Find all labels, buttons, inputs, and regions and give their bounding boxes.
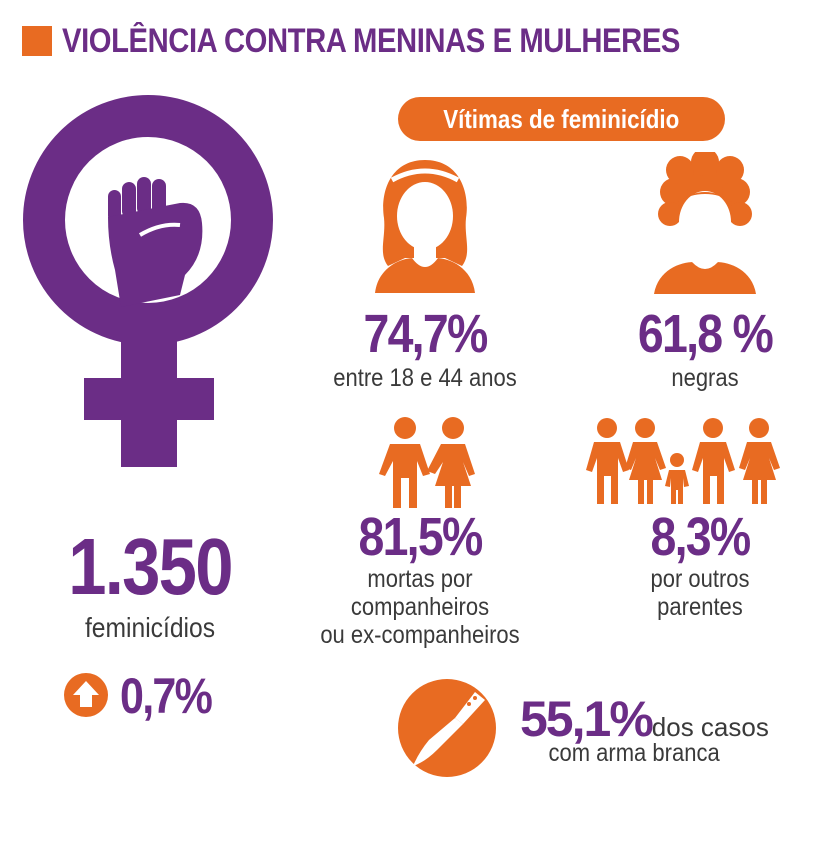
partners-percentage: 81,5% (358, 507, 483, 567)
age-percentage: 74,7% (363, 304, 488, 364)
partners-line-1: mortas por (367, 565, 473, 593)
weapon-label: com arma branca (548, 739, 720, 767)
weapon-inline-label: dos casos (651, 712, 769, 742)
partners-line-3: ou ex-companheiros (320, 621, 520, 649)
weapon-stat: 55,1%dos casos (520, 690, 769, 748)
victims-badge: Vítimas de feminicídio (398, 97, 725, 141)
title-marker (22, 26, 52, 56)
race-percentage: 61,8 % (637, 304, 774, 364)
relatives-percentage: 8,3% (650, 507, 752, 567)
relatives-line-2: parentes (657, 593, 743, 621)
family-icon (586, 418, 780, 504)
black-woman-icon (654, 152, 756, 294)
age-label: entre 18 e 44 anos (333, 364, 517, 392)
race-label: negras (671, 364, 739, 392)
page-title: VIOLÊNCIA CONTRA MENINAS E MULHERES (62, 22, 680, 60)
feminicide-label: feminicídios (84, 612, 216, 643)
knife-icon (398, 679, 496, 777)
weapon-percentage: 55,1% (520, 691, 654, 747)
relatives-line-1: por outros (650, 565, 750, 593)
female-symbol-icon (23, 95, 273, 467)
change-percentage: 0,7% (120, 668, 213, 724)
partners-line-2: companheiros (350, 593, 490, 621)
up-arrow-icon (64, 673, 108, 717)
raised-fist-icon (108, 177, 203, 307)
woman-icon (375, 160, 475, 293)
couple-icon (379, 417, 475, 508)
feminicide-count: 1.350 (68, 522, 233, 611)
